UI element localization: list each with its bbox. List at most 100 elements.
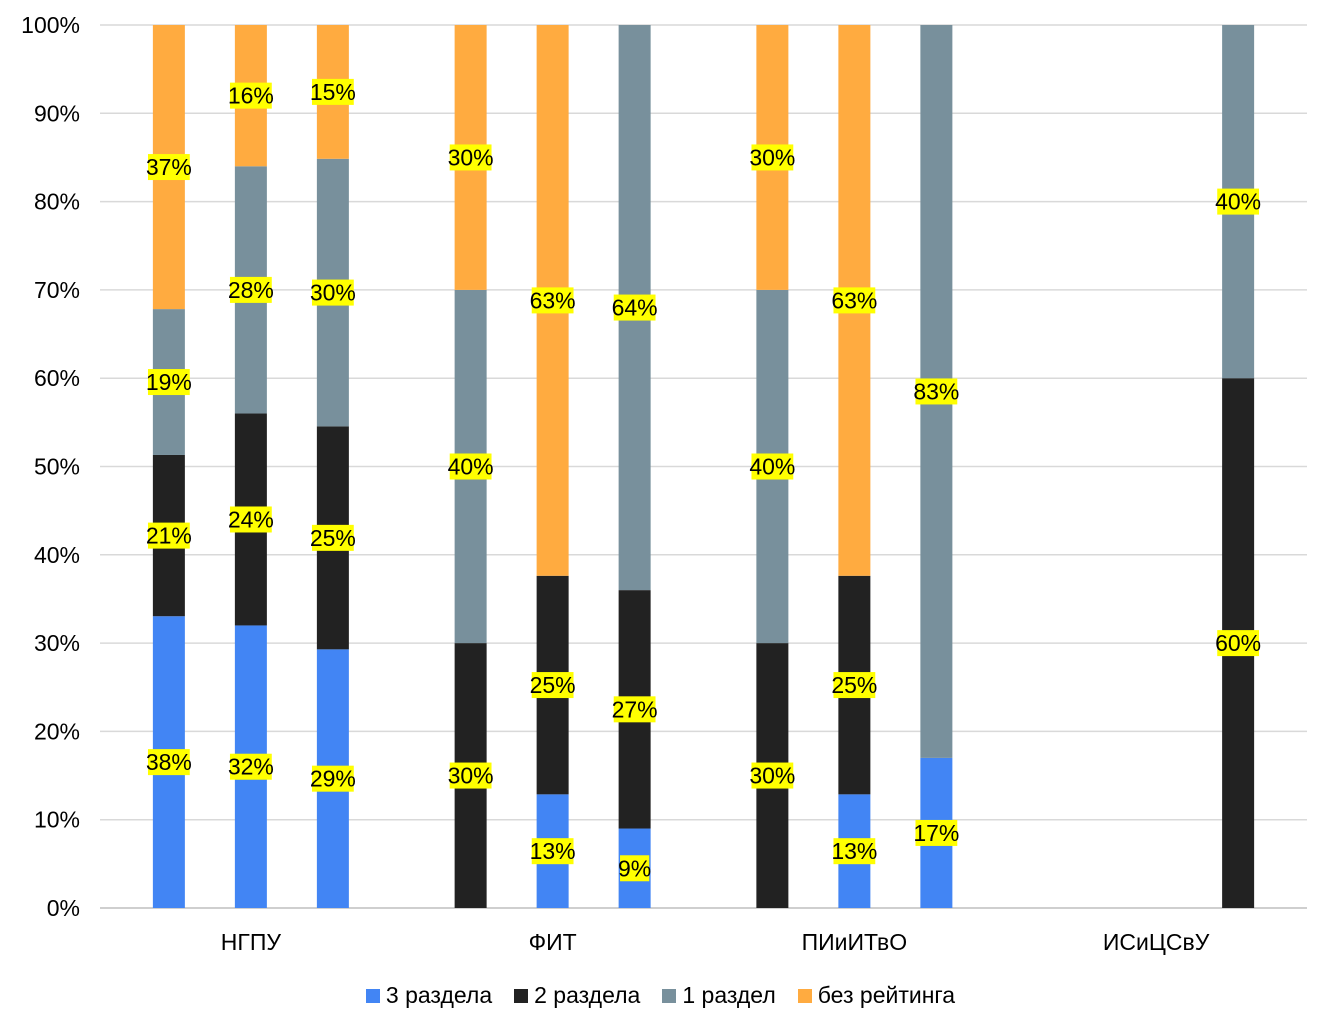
data-label-text: 64% (612, 295, 658, 321)
data-label-text: 21% (146, 523, 192, 549)
data-label-text: 63% (831, 287, 877, 313)
data-label-text: 32% (228, 754, 274, 780)
legend-swatch (797, 988, 812, 1003)
data-label: 38% (146, 749, 192, 776)
data-label-bg (1217, 630, 1260, 657)
data-label-bg (229, 506, 272, 533)
data-label: 30% (448, 762, 494, 789)
data-label: 30% (749, 762, 795, 789)
data-label-bg (613, 294, 656, 321)
data-label: 37% (146, 154, 192, 181)
data-label-text: 40% (448, 454, 494, 480)
data-label-bg (449, 762, 492, 789)
y-tick-label: 30% (34, 630, 80, 656)
y-tick-label: 10% (34, 807, 80, 833)
gridlines (100, 24, 1307, 909)
data-label-text: 25% (831, 672, 877, 698)
data-label: 60% (1215, 630, 1261, 657)
data-label-text: 38% (146, 749, 192, 775)
y-tick-label: 80% (34, 189, 80, 215)
data-label: 25% (530, 672, 576, 699)
legend-swatch (662, 988, 677, 1003)
data-label-bg (531, 672, 574, 699)
data-label: 29% (310, 765, 356, 792)
data-label: 40% (1215, 188, 1261, 215)
data-label-bg (147, 749, 190, 776)
data-label-bg (147, 154, 190, 181)
data-label-text: 30% (448, 144, 494, 170)
data-label: 9% (618, 855, 651, 882)
legend-item: без рейтинга (797, 982, 956, 1009)
y-tick-label: 60% (34, 365, 80, 391)
data-labels: 38% 21% 19% 37% 32% 24% 28% 16% 29% 25% 30% 15% 30% 4… (146, 78, 1261, 882)
legend-swatch (514, 988, 529, 1003)
data-label-bg (147, 522, 190, 549)
data-label-text: 30% (749, 144, 795, 170)
data-label-bg (311, 765, 354, 792)
data-label-bg (311, 279, 354, 306)
data-label-text: 9% (618, 855, 651, 881)
data-label: 25% (831, 672, 877, 699)
data-label: 25% (310, 524, 356, 551)
legend-label: 3 раздела (385, 982, 493, 1008)
x-category-label: ИСиЦСвУ (1103, 929, 1210, 955)
data-label: 27% (612, 696, 658, 723)
data-label: 15% (310, 78, 356, 105)
x-category-label: ФИТ (529, 929, 577, 955)
y-tick-label: 70% (34, 277, 80, 303)
data-label: 17% (913, 819, 959, 846)
data-label: 24% (228, 506, 274, 533)
x-category-label: ПИиИТвО (802, 929, 908, 955)
data-label-bg (229, 276, 272, 303)
data-label-text: 15% (310, 79, 356, 105)
data-label: 30% (749, 144, 795, 171)
legend: 3 раздела 2 раздела 1 раздел без рейтинга (0, 982, 1321, 1009)
data-label: 63% (831, 287, 877, 314)
x-category-label: НГПУ (221, 929, 282, 955)
data-label: 13% (831, 838, 877, 865)
data-label-text: 17% (913, 820, 959, 846)
data-label-bg (620, 855, 650, 882)
data-label-bg (449, 453, 492, 480)
legend-label: 1 раздел (682, 982, 776, 1008)
data-label: 16% (228, 82, 274, 109)
data-label-text: 28% (228, 277, 274, 303)
data-label-bg (229, 82, 272, 109)
data-label-text: 40% (1215, 189, 1261, 215)
data-label: 40% (448, 453, 494, 480)
data-label-bg (531, 838, 574, 865)
data-label-bg (1217, 188, 1260, 215)
data-label-text: 13% (831, 838, 877, 864)
data-label-text: 63% (530, 287, 576, 313)
data-label-text: 29% (310, 766, 356, 792)
data-label-text: 16% (228, 83, 274, 109)
legend-label: без рейтинга (817, 982, 956, 1008)
data-label-text: 37% (146, 154, 192, 180)
data-label-bg (229, 753, 272, 780)
data-label-bg (147, 369, 190, 396)
data-label: 83% (913, 378, 959, 405)
y-tick-label: 20% (34, 718, 80, 744)
data-label-bg (833, 287, 876, 314)
data-label-bg (311, 78, 354, 105)
data-label: 21% (146, 522, 192, 549)
data-label: 28% (228, 276, 274, 303)
data-label-bg (751, 762, 794, 789)
data-label-bg (751, 453, 794, 480)
data-label-bg (449, 144, 492, 171)
data-label-bg (613, 696, 656, 723)
y-axis: 0% 10% 20% 30% 40% 50% 60% 70% 80% 90% 100% (21, 12, 80, 921)
legend-item: 1 раздел (662, 982, 776, 1009)
data-label: 63% (530, 287, 576, 314)
legend-swatch (365, 988, 380, 1003)
data-label-text: 13% (530, 838, 576, 864)
data-label: 40% (749, 453, 795, 480)
data-label-bg (751, 144, 794, 171)
data-label-bg (915, 819, 958, 846)
data-label-bg (531, 287, 574, 314)
x-axis: НГПУ ФИТ ПИиИТвО ИСиЦСвУ (221, 929, 1210, 955)
data-label-text: 30% (310, 280, 356, 306)
data-label-text: 19% (146, 369, 192, 395)
data-label: 30% (448, 144, 494, 171)
